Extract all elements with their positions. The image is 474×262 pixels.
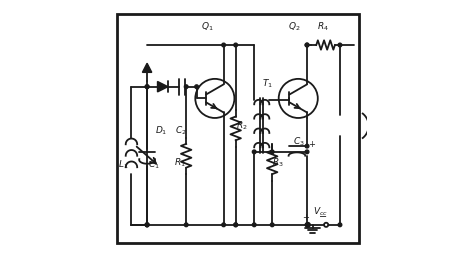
Text: $R_1$: $R_1$ <box>174 156 186 168</box>
Circle shape <box>234 223 237 227</box>
Text: +: + <box>302 212 309 221</box>
Text: $C_3$: $C_3$ <box>293 135 305 148</box>
Circle shape <box>234 43 237 47</box>
Circle shape <box>305 223 309 227</box>
Text: $C_1$: $C_1$ <box>148 159 160 171</box>
Circle shape <box>145 85 149 89</box>
Circle shape <box>305 43 309 47</box>
Circle shape <box>234 223 237 227</box>
Text: −: − <box>319 212 328 222</box>
Circle shape <box>195 85 199 89</box>
Circle shape <box>252 150 256 154</box>
Text: $Q_2$: $Q_2$ <box>288 21 301 33</box>
Circle shape <box>145 223 149 227</box>
Circle shape <box>338 223 342 227</box>
Circle shape <box>252 223 256 227</box>
Circle shape <box>270 150 274 154</box>
Text: $R_2$: $R_2$ <box>236 119 247 132</box>
Circle shape <box>305 144 309 148</box>
Text: $T_1$: $T_1$ <box>262 78 273 90</box>
Circle shape <box>222 43 226 47</box>
Text: $L_1$: $L_1$ <box>118 159 129 171</box>
Circle shape <box>145 223 149 227</box>
Circle shape <box>338 43 342 47</box>
Circle shape <box>324 223 328 227</box>
Text: $R_4$: $R_4$ <box>317 21 329 33</box>
Text: $R_3$: $R_3$ <box>272 156 284 168</box>
Text: +: + <box>308 140 315 149</box>
Circle shape <box>184 223 188 227</box>
Circle shape <box>305 150 309 154</box>
Text: $Q_1$: $Q_1$ <box>201 21 213 33</box>
Polygon shape <box>157 81 168 92</box>
Circle shape <box>305 43 309 47</box>
FancyBboxPatch shape <box>117 14 359 243</box>
Circle shape <box>270 223 274 227</box>
Text: $C_2$: $C_2$ <box>175 124 187 137</box>
Circle shape <box>222 223 226 227</box>
Text: $V_{cc}$: $V_{cc}$ <box>312 206 328 218</box>
Circle shape <box>145 223 149 227</box>
Polygon shape <box>142 63 152 72</box>
Circle shape <box>306 223 310 227</box>
Text: $D_1$: $D_1$ <box>155 124 168 137</box>
Circle shape <box>145 85 149 89</box>
Circle shape <box>184 85 188 89</box>
